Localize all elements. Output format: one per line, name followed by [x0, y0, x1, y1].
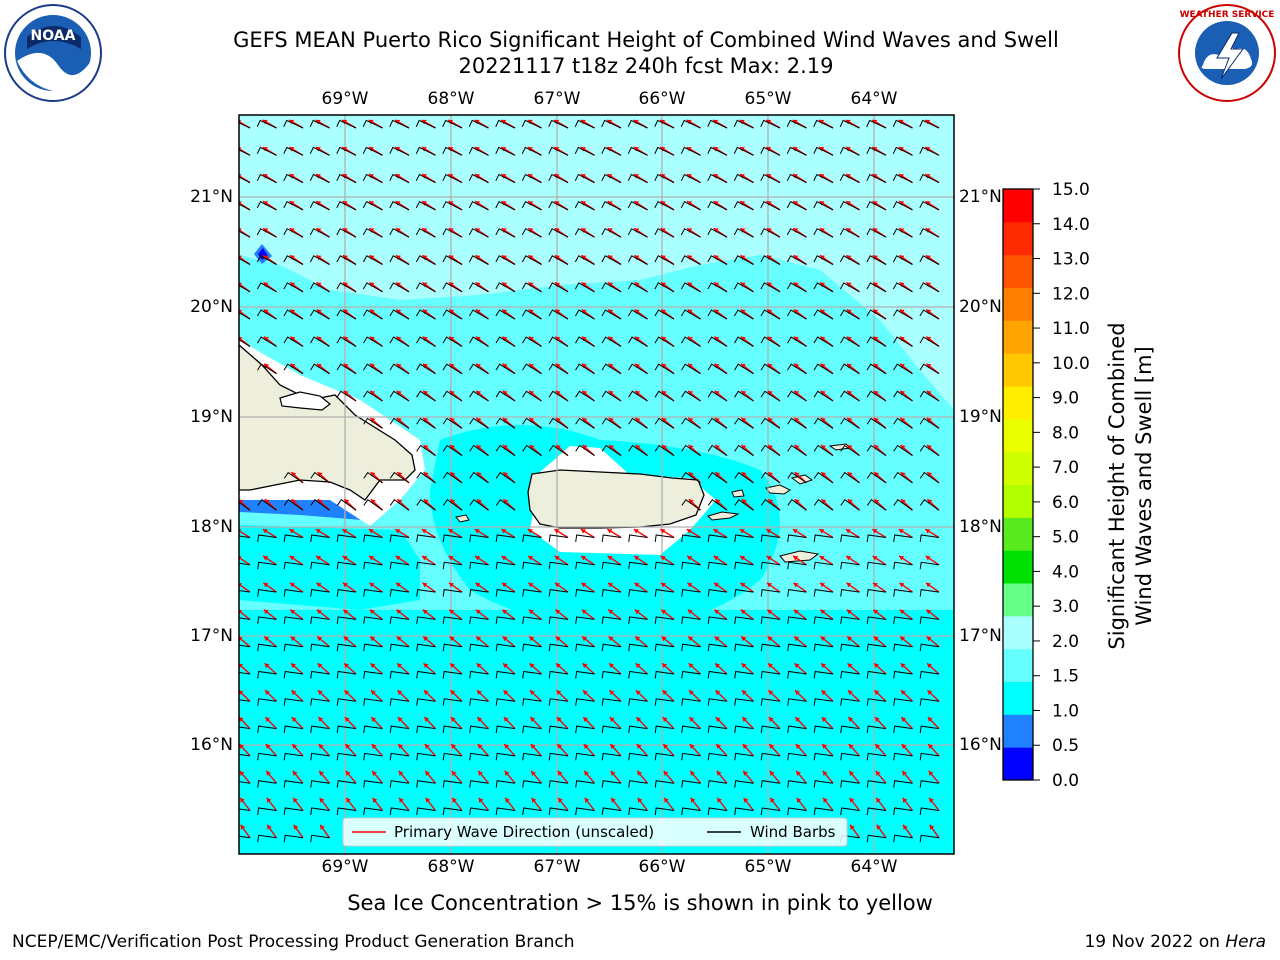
colorbar-tick-label: 15.0	[1052, 180, 1090, 200]
colorbar-tick-label: 6.0	[1052, 493, 1079, 513]
colorbar-segment	[1003, 484, 1033, 518]
colorbar-segment	[1003, 353, 1033, 387]
colorbar-segment	[1003, 287, 1033, 321]
colorbar-tick-label: 12.0	[1052, 284, 1090, 304]
lat-tick-left: 19°N	[190, 407, 233, 427]
colorbar-tick-label: 1.0	[1052, 701, 1079, 721]
lat-tick-right: 19°N	[959, 407, 1002, 427]
colorbar-segment	[1003, 451, 1033, 485]
lon-tick-top: 65°W	[744, 89, 792, 109]
colorbar-segment	[1003, 681, 1033, 715]
lat-tick-left: 21°N	[190, 187, 233, 207]
colorbar-segment	[1003, 615, 1033, 650]
footer-branch: NCEP/EMC/Verification Post Processing Pr…	[12, 932, 575, 952]
colorbar-segment	[1003, 550, 1033, 584]
colorbar-tick-label: 2.0	[1052, 632, 1079, 652]
colorbar-segment	[1003, 418, 1033, 453]
colorbar-tick-label: 8.0	[1052, 423, 1079, 443]
lon-tick-bottom: 64°W	[850, 857, 898, 877]
colorbar-segment	[1003, 320, 1033, 354]
footer-date-text: 19 Nov 2022 on	[1084, 932, 1226, 952]
svg-text:NOAA: NOAA	[31, 28, 76, 44]
wave-height-west-zone	[239, 525, 420, 610]
lon-tick-bottom: 67°W	[533, 857, 581, 877]
colorbar-tick-label: 14.0	[1052, 215, 1090, 235]
colorbar-tick-label: 5.0	[1052, 528, 1079, 548]
lat-tick-left: 20°N	[190, 297, 233, 317]
lat-tick-left: 17°N	[190, 626, 233, 646]
colorbar-label-line1: Significant Height of Combined	[1105, 322, 1129, 649]
colorbar-segment	[1003, 386, 1033, 420]
colorbar-segment	[1003, 189, 1033, 223]
footer-date: 19 Nov 2022 on Hera	[1084, 932, 1266, 952]
colorbar-label-line2: Wind Waves and Swell [m]	[1132, 346, 1156, 626]
legend-barb-label: Wind Barbs	[750, 823, 836, 841]
lat-tick-left: 16°N	[190, 735, 233, 755]
wave-height-south-band	[239, 610, 954, 854]
map-frame	[238, 114, 955, 855]
colorbar-segment	[1003, 517, 1033, 551]
colorbar-tick-label: 4.0	[1052, 562, 1079, 582]
lon-tick-top: 69°W	[321, 89, 369, 109]
nws-logo: WEATHER SERVICE	[1178, 4, 1276, 102]
graticule	[239, 115, 954, 854]
colorbar-tick-label: 0.0	[1052, 771, 1079, 791]
colorbar-segment	[1003, 747, 1033, 781]
map-legend: Primary Wave Direction (unscaled) Wind B…	[342, 817, 848, 847]
lat-tick-right: 16°N	[959, 735, 1002, 755]
legend-wave-label: Primary Wave Direction (unscaled)	[394, 823, 654, 841]
colorbar-tick-label: 7.0	[1052, 458, 1079, 478]
lon-tick-bottom: 69°W	[321, 857, 369, 877]
footer-host: Hera	[1225, 932, 1266, 952]
wave-and-wind-vectors	[239, 119, 940, 843]
lat-tick-right: 21°N	[959, 187, 1002, 207]
lat-tick-right: 18°N	[959, 517, 1002, 537]
wave-height-north-band	[239, 115, 954, 410]
colorbar-tick-label: 9.0	[1052, 389, 1079, 409]
colorbar-segment	[1003, 583, 1033, 617]
lon-tick-top: 67°W	[533, 89, 581, 109]
colorbar-segment	[1003, 254, 1033, 288]
lat-tick-left: 18°N	[190, 517, 233, 537]
sea-ice-note: Sea Ice Concentration > 15% is shown in …	[347, 891, 933, 915]
colorbar-segment	[1003, 648, 1033, 682]
svg-text:WEATHER SERVICE: WEATHER SERVICE	[1180, 10, 1275, 20]
colorbar-tick-label: 3.0	[1052, 597, 1079, 617]
colorbar-tick-label: 1.5	[1052, 667, 1079, 687]
chart-subtitle: 20221117 t18z 240h fcst Max: 2.19	[458, 54, 834, 78]
colorbar-segment	[1003, 714, 1033, 748]
colorbar-tick-label: 11.0	[1052, 319, 1090, 339]
puerto-rico-land	[527, 469, 705, 529]
noaa-logo: NOAA	[4, 4, 102, 102]
colorbar-tick-label: 10.0	[1052, 354, 1090, 374]
lon-tick-bottom: 68°W	[427, 857, 475, 877]
lon-tick-bottom: 66°W	[638, 857, 686, 877]
lon-tick-top: 68°W	[427, 89, 475, 109]
colorbar: 15.0 14.0 13.0 12.0 11.0 10.0 9.0 8.0 7.0 6.0 5.0 4…	[1002, 180, 1090, 791]
chart-title: GEFS MEAN Puerto Rico Significant Height…	[233, 28, 1059, 52]
colorbar-segment	[1003, 221, 1033, 256]
lat-tick-right: 17°N	[959, 626, 1002, 646]
lat-tick-right: 20°N	[959, 297, 1002, 317]
colorbar-tick-label: 0.5	[1052, 736, 1079, 756]
colorbar-tick-label: 13.0	[1052, 250, 1090, 270]
lon-tick-bottom: 65°W	[744, 857, 792, 877]
lon-tick-top: 66°W	[638, 89, 686, 109]
lon-tick-top: 64°W	[850, 89, 898, 109]
